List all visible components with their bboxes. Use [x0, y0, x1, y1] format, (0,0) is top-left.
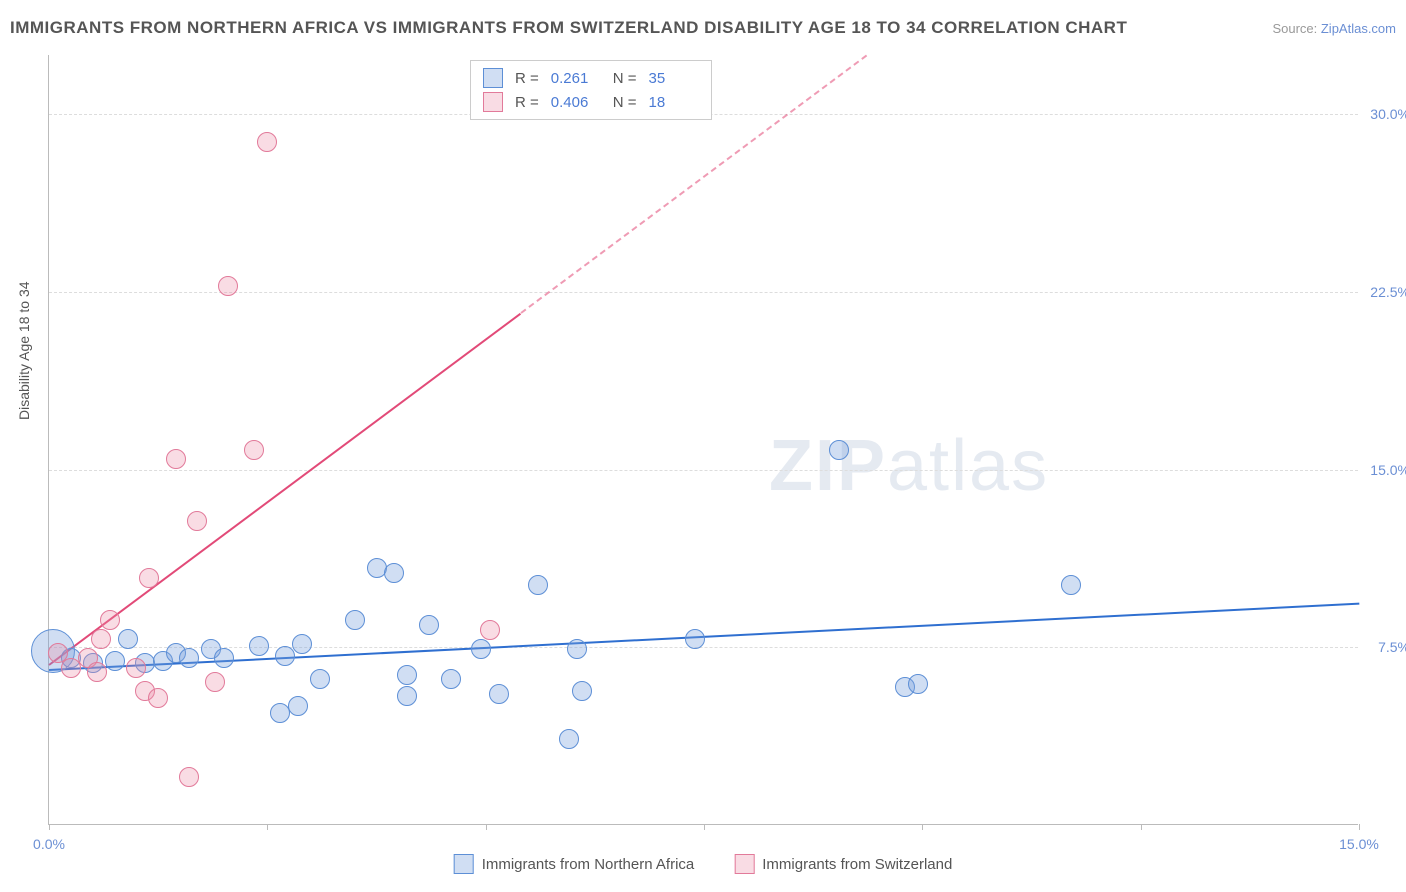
- data-point: [118, 629, 138, 649]
- data-point: [685, 629, 705, 649]
- data-point: [345, 610, 365, 630]
- chart-plot-area: ZIPatlas 7.5%15.0%22.5%30.0%0.0%15.0%: [48, 55, 1358, 825]
- data-point: [908, 674, 928, 694]
- data-point: [829, 440, 849, 460]
- x-tick: [267, 824, 268, 830]
- data-point: [179, 767, 199, 787]
- data-point: [559, 729, 579, 749]
- data-point: [288, 696, 308, 716]
- trend-line: [48, 313, 521, 666]
- y-tick-label: 30.0%: [1370, 106, 1406, 122]
- legend-swatch-bottom-2: [734, 854, 754, 874]
- x-tick: [486, 824, 487, 830]
- data-point: [244, 440, 264, 460]
- data-point: [567, 639, 587, 659]
- n-value-series-1: 35: [649, 70, 699, 87]
- data-point: [166, 449, 186, 469]
- data-point: [441, 669, 461, 689]
- n-value-series-2: 18: [649, 94, 699, 111]
- header: IMMIGRANTS FROM NORTHERN AFRICA VS IMMIG…: [10, 18, 1396, 38]
- legend-row-series-1: R = 0.261 N = 35: [483, 66, 699, 90]
- data-point: [148, 688, 168, 708]
- x-tick: [704, 824, 705, 830]
- y-tick-label: 22.5%: [1370, 284, 1406, 300]
- gridline-h: [49, 647, 1358, 648]
- data-point: [292, 634, 312, 654]
- chart-title: IMMIGRANTS FROM NORTHERN AFRICA VS IMMIG…: [10, 18, 1127, 38]
- r-value-series-1: 0.261: [551, 70, 601, 87]
- x-tick: [49, 824, 50, 830]
- data-point: [126, 658, 146, 678]
- data-point: [105, 651, 125, 671]
- legend-bottom: Immigrants from Northern Africa Immigran…: [454, 854, 953, 874]
- legend-swatch-bottom-1: [454, 854, 474, 874]
- legend-correlation-box: R = 0.261 N = 35 R = 0.406 N = 18: [470, 60, 712, 120]
- data-point: [397, 665, 417, 685]
- y-tick-label: 7.5%: [1378, 639, 1406, 655]
- x-tick: [1141, 824, 1142, 830]
- data-point: [257, 132, 277, 152]
- x-tick: [922, 824, 923, 830]
- source-attribution: Source: ZipAtlas.com: [1272, 21, 1396, 36]
- data-point: [275, 646, 295, 666]
- data-point: [249, 636, 269, 656]
- watermark: ZIPatlas: [769, 425, 1049, 507]
- legend-swatch-series-1: [483, 68, 503, 88]
- data-point: [87, 662, 107, 682]
- legend-swatch-series-2: [483, 92, 503, 112]
- x-tick: [1359, 824, 1360, 830]
- data-point: [218, 276, 238, 296]
- data-point: [179, 648, 199, 668]
- r-value-series-2: 0.406: [551, 94, 601, 111]
- data-point: [1061, 575, 1081, 595]
- data-point: [139, 568, 159, 588]
- source-link[interactable]: ZipAtlas.com: [1321, 21, 1396, 36]
- data-point: [572, 681, 592, 701]
- data-point: [489, 684, 509, 704]
- data-point: [384, 563, 404, 583]
- legend-item-series-1: Immigrants from Northern Africa: [454, 854, 695, 874]
- x-tick-label: 15.0%: [1339, 836, 1379, 852]
- legend-item-series-2: Immigrants from Switzerland: [734, 854, 952, 874]
- data-point: [480, 620, 500, 640]
- gridline-h: [49, 470, 1358, 471]
- data-point: [528, 575, 548, 595]
- data-point: [91, 629, 111, 649]
- data-point: [397, 686, 417, 706]
- legend-row-series-2: R = 0.406 N = 18: [483, 90, 699, 114]
- data-point: [471, 639, 491, 659]
- y-axis-label: Disability Age 18 to 34: [16, 281, 32, 420]
- data-point: [214, 648, 234, 668]
- x-tick-label: 0.0%: [33, 836, 65, 852]
- data-point: [310, 669, 330, 689]
- y-tick-label: 15.0%: [1370, 462, 1406, 478]
- gridline-h: [49, 292, 1358, 293]
- data-point: [187, 511, 207, 531]
- data-point: [419, 615, 439, 635]
- data-point: [205, 672, 225, 692]
- data-point: [100, 610, 120, 630]
